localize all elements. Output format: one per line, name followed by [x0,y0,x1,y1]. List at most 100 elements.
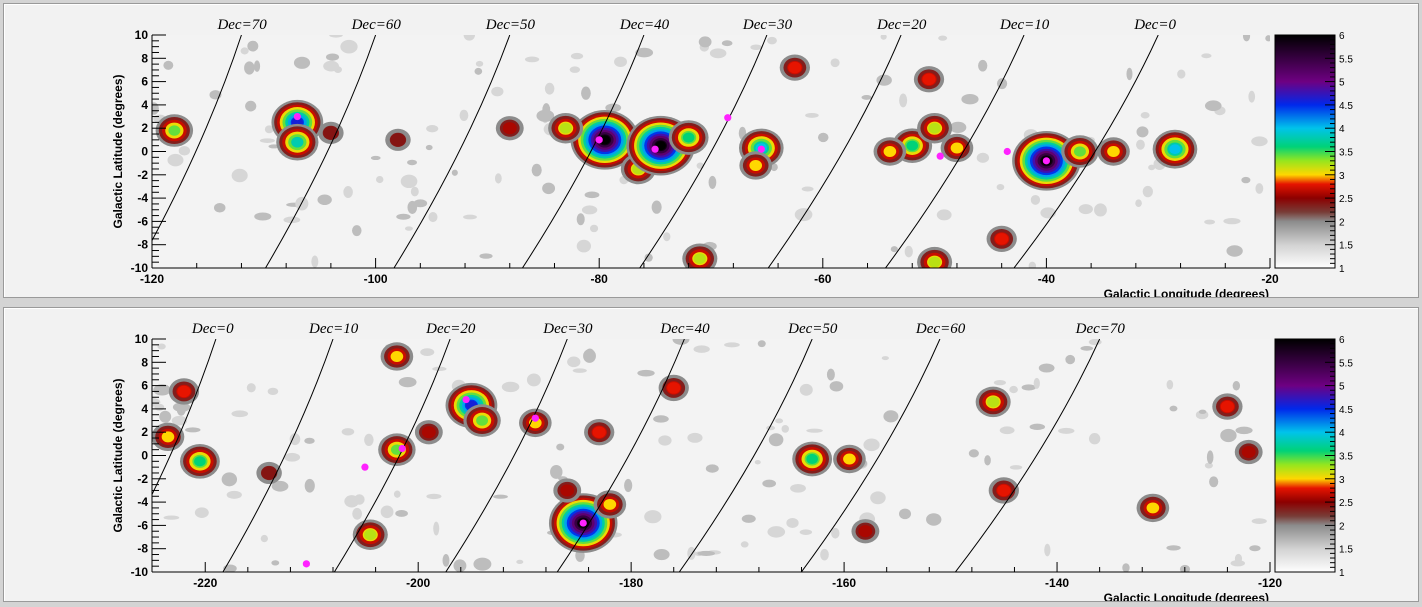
dec-line [678,339,813,572]
noise-blob [474,67,483,75]
contour-level [667,382,681,394]
noise-blob [1265,35,1270,42]
noise-blob [1028,261,1037,268]
noise-blob [768,433,784,447]
noise-blob [226,490,242,499]
noise-blob [781,424,789,433]
hot-spot [986,225,1017,253]
x-tick-label: -20 [1261,272,1279,286]
noise-blob [1038,363,1055,373]
hot-spot [256,461,282,485]
noise-blob [687,546,696,560]
contour-level [906,140,919,151]
hot-spot [352,519,388,550]
noise-blob [968,449,979,458]
noise-blob [1251,136,1268,147]
noise-blob [830,58,840,68]
noise-blob [426,125,439,133]
dec-label: Dec=20 [876,17,927,33]
contour-level [559,122,572,134]
colorbar-tick-label: 2.5 [1339,194,1353,205]
hot-spot [975,386,1011,418]
contour-level [922,73,936,85]
noise-blob [876,74,892,86]
noise-blob [364,433,374,447]
contour-level [997,484,1011,497]
noise-blob [999,426,1015,435]
contour-level [603,498,617,510]
y-tick-label: -8 [137,542,148,556]
hot-spot [1234,439,1263,465]
noise-blob [581,205,598,215]
colorbar-tick-label: 2 [1339,521,1345,532]
hot-spot [833,444,866,474]
noise-blob [352,225,362,237]
noise-blob [1140,112,1150,119]
noise-blob [459,109,469,122]
source-marker [936,152,944,160]
source-marker [651,145,659,153]
noise-blob [152,397,161,407]
noise-blob [167,153,184,167]
noise-blob [283,216,301,224]
noise-blob [978,59,988,72]
noise-blob [1204,462,1213,469]
noise-blob [433,521,440,536]
y-tick-label: 2 [141,425,148,439]
noise-blob [479,253,493,259]
y-tick-label: 8 [141,51,148,65]
noise-blob [976,152,990,163]
contour-level [502,122,517,135]
noise-blob [1078,204,1093,215]
hot-spot [463,404,501,437]
source-marker [1003,147,1011,156]
noise-blob [799,529,813,535]
noise-blob [1166,379,1174,390]
hot-spot [548,112,584,144]
colorbar-tick-label: 4 [1339,428,1345,439]
noise-blob [1058,427,1075,434]
noise-blob [494,173,502,184]
colorbar-tick-label: 3 [1339,171,1345,182]
noise-blob [410,186,419,197]
noise-blob [1169,405,1178,412]
x-tick-label: -160 [832,576,856,590]
noise-blob [404,226,413,231]
noise-blob [271,560,280,566]
contour-level [843,453,856,465]
noise-blob [323,60,339,72]
noise-blob [806,428,823,433]
noise-blob [501,381,520,393]
noise-blob [453,559,467,572]
noise-blob [264,125,274,134]
noise-blob [442,553,450,567]
dec-label: Dec=10 [999,17,1050,33]
colorbar-tick-label: 3.5 [1339,452,1353,463]
dec-line [1013,35,1159,268]
noise-blob [221,472,238,487]
noise-blob [949,121,967,134]
hot-spot [917,112,953,144]
contour-level [390,350,404,362]
y-tick-label: 0 [141,145,148,159]
contour-level [390,133,406,147]
colorbar-tick-label: 1 [1339,568,1345,579]
noise-blob [890,246,898,253]
noise-blob [325,53,340,61]
source-marker [757,145,765,153]
hot-spot [1097,137,1130,166]
y-tick-label: -8 [137,238,148,252]
contour-level [168,125,181,136]
noise-blob [693,345,710,353]
source-marker [302,560,310,568]
noise-blob [961,94,979,105]
noise-blob [1204,219,1216,225]
hot-spot [917,246,953,268]
y-tick-label: -6 [137,518,148,532]
dec-label: Dec=0 [191,321,234,337]
noise-blob [375,175,384,184]
noise-blob [724,342,740,348]
noise-blob [899,93,908,108]
noise-blob [775,418,784,424]
noise-blob [153,384,171,396]
